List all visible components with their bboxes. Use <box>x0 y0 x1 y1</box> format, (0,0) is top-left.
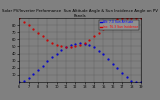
Legend: Alt: 7.0 Sun Altitude, Inc: 76.3 Sun Incidence: Alt: 7.0 Sun Altitude, Inc: 76.3 Sun Inc… <box>99 20 139 30</box>
Title: Solar PV/Inverter Performance  Sun Altitude Angle & Sun Incidence Angle on PV Pa: Solar PV/Inverter Performance Sun Altitu… <box>2 9 158 18</box>
